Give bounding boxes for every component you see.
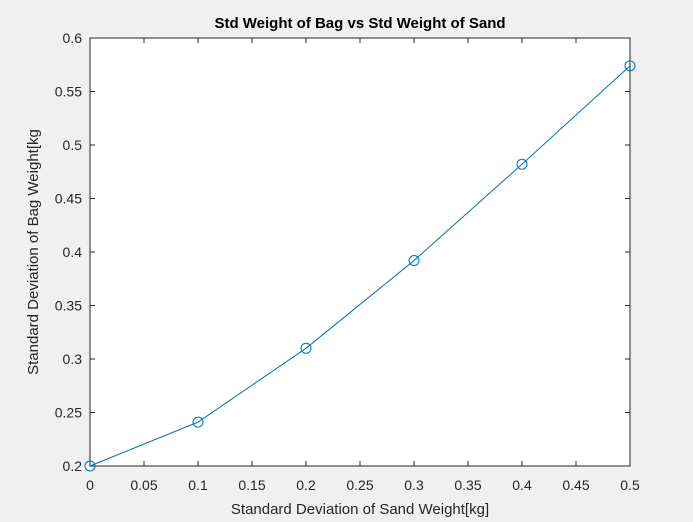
x-tick-label: 0.05 — [130, 477, 157, 493]
y-tick-label: 0.3 — [63, 351, 83, 367]
x-tick-label: 0.35 — [454, 477, 481, 493]
x-tick-label: 0.5 — [620, 477, 640, 493]
y-tick-label: 0.55 — [55, 84, 82, 100]
data-point-marker — [516, 158, 528, 170]
x-tick-label: 0.25 — [346, 477, 373, 493]
x-tick-label: 0.2 — [296, 477, 316, 493]
y-tick-label: 0.6 — [63, 30, 83, 46]
x-tick-label: 0.4 — [512, 477, 532, 493]
y-tick-label: 0.2 — [63, 458, 83, 474]
data-point-marker — [300, 342, 312, 354]
x-tick-label: 0.1 — [188, 477, 208, 493]
x-tick-label: 0.15 — [238, 477, 265, 493]
data-point-marker — [84, 460, 96, 472]
series-line — [89, 65, 631, 467]
y-tick-label: 0.35 — [55, 298, 82, 314]
x-axis-label: Standard Deviation of Sand Weight[kg] — [231, 501, 489, 518]
data-point-marker — [408, 255, 420, 267]
y-tick-label: 0.25 — [55, 405, 82, 421]
x-tick-label: 0.45 — [562, 477, 589, 493]
y-axis-label: Standard Deviation of Bag Weight[kg — [25, 129, 42, 375]
y-tick-label: 0.45 — [55, 191, 82, 207]
plot-lines — [89, 65, 631, 467]
x-axis-ticks: 0 0.05 0.1 0.15 0.2 0.25 0.3 0.35 0.4 0.45 0.5 — [86, 38, 640, 493]
x-tick-label: 0 — [86, 477, 94, 493]
data-point-marker — [624, 60, 636, 72]
x-tick-label: 0.3 — [404, 477, 424, 493]
axes-background — [90, 38, 630, 466]
y-tick-label: 0.5 — [63, 137, 83, 153]
y-tick-label: 0.4 — [63, 244, 83, 260]
plot-markers — [84, 60, 636, 472]
chart-title: Std Weight of Bag vs Std Weight of Sand — [214, 15, 505, 32]
y-axis-ticks: 0.2 0.25 0.3 0.35 0.4 0.45 0.5 0.55 0.6 — [55, 30, 630, 474]
data-point-marker — [192, 416, 204, 428]
